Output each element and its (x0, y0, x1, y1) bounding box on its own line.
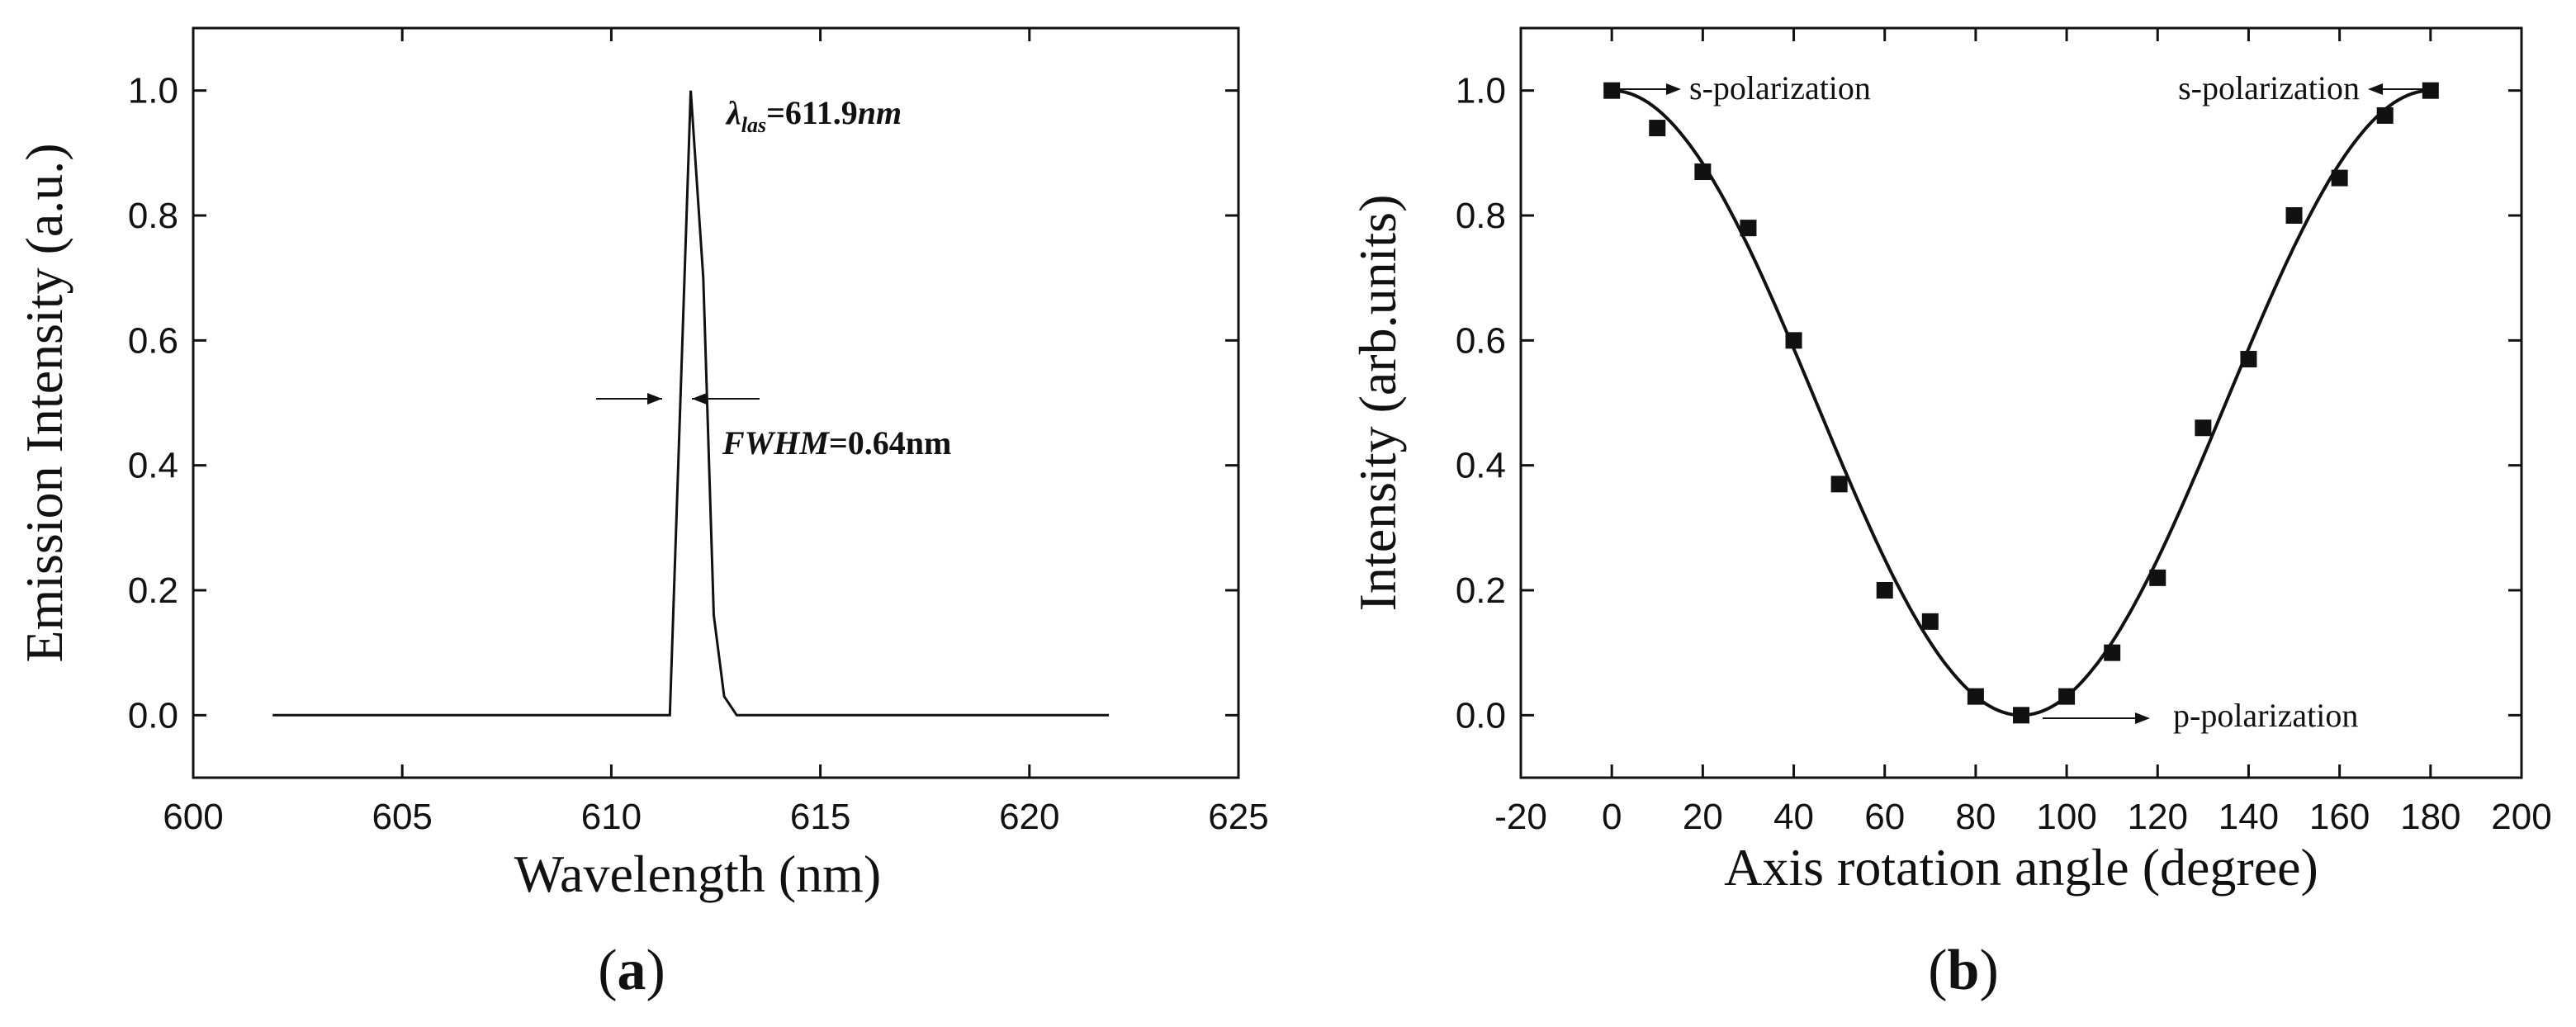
s-polarization-left-label: s-polarization (1689, 69, 1871, 106)
chart-b-data-point (2104, 644, 2121, 661)
lambda-value: =611.9 (766, 94, 858, 131)
b-x-tick-label: 0 (1602, 797, 1622, 837)
a-x-tick-label: 600 (163, 797, 223, 837)
b-x-tick-label: 120 (2128, 797, 2188, 837)
chart-b-data-point (2331, 169, 2348, 187)
chart-a-spectrum-line (272, 90, 1109, 717)
chart-a-fwhm-annotation: FWHM=0.64nm (722, 424, 951, 461)
b-y-tick-label: 0.8 (1456, 196, 1506, 236)
s-polarization-right-label: s-polarization (2178, 69, 2360, 106)
chart-b-data-point (1876, 582, 1893, 599)
a-y-tick-label: 0.2 (128, 570, 178, 611)
panel-label-a: (a) (598, 939, 665, 1002)
chart-b-y-ticks (1521, 89, 2522, 717)
chart-b-data-point (2149, 569, 2166, 586)
chart-b-data-point (2376, 106, 2394, 124)
chart-a-frame (192, 26, 1240, 779)
chart-b-data-point (2422, 82, 2439, 99)
chart-b-data-point (1649, 120, 1666, 137)
chart-b-data-point (1830, 476, 1848, 493)
a-y-tick-label: 0.0 (128, 695, 178, 736)
a-x-tick-label: 615 (790, 797, 850, 837)
p-arrow-head (2135, 712, 2150, 724)
lambda-unit: nm (858, 94, 902, 131)
b-y-tick-label: 1.0 (1456, 71, 1506, 111)
a-x-tick-label: 620 (999, 797, 1059, 837)
chart-b-data-point (1694, 163, 1712, 181)
b-x-tick-label: 200 (2491, 797, 2551, 837)
chart-b-fit-curve (1612, 88, 2431, 717)
chart-b-x-axis-title: Axis rotation angle (degree) (1724, 838, 2318, 897)
a-y-tick-label: 0.6 (128, 320, 178, 361)
a-x-tick-label: 625 (1208, 797, 1268, 837)
b-x-tick-label: 140 (2218, 797, 2279, 837)
s-right-arrow-head (2368, 83, 2383, 95)
chart-b-data-point (2285, 207, 2303, 224)
fwhm-label: FWHM (722, 424, 830, 461)
lambda-symbol: λ (725, 94, 741, 131)
chart-b: -20 0 20 40 60 80 100 120 140 160 180 200 0.0 0.2 0.4… (1348, 26, 2552, 1002)
b-y-tick-label: 0.4 (1456, 446, 1506, 486)
p-polarization-label: p-polarization (2173, 697, 2358, 734)
chart-b-data-point (2058, 688, 2076, 705)
b-x-tick-label: -20 (1494, 797, 1547, 837)
chart-b-data-point (1603, 82, 1621, 99)
b-y-tick-label: 0.2 (1456, 570, 1506, 611)
chart-a-x-axis-title: Wavelength (nm) (514, 845, 881, 903)
fwhm-value: =0.64nm (829, 424, 951, 461)
chart-b-y-tick-labels: 0.0 0.2 0.4 0.6 0.8 1.0 (1456, 71, 1506, 736)
chart-b-data-point (1921, 613, 1939, 630)
lambda-subscript: las (741, 113, 766, 137)
chart-b-x-tick-labels: -20 0 20 40 60 80 100 120 140 160 180 200 (1494, 797, 2552, 837)
a-x-tick-label: 610 (581, 797, 642, 837)
chart-b-data-point (1785, 332, 1802, 349)
a-y-tick-label: 0.8 (128, 196, 178, 236)
b-x-tick-label: 20 (1683, 797, 1723, 837)
chart-a-x-tick-labels: 600 605 610 615 620 625 (163, 797, 1268, 837)
chart-a-y-tick-labels: 0.0 0.2 0.4 0.6 0.8 1.0 (128, 71, 178, 736)
chart-a-y-axis-title: Emission Intensity (a.u.) (15, 143, 73, 662)
b-x-tick-label: 40 (1773, 797, 1814, 837)
b-x-tick-label: 60 (1864, 797, 1905, 837)
chart-a: 600 605 610 615 620 625 0.0 0.2 0.4 0.6 0.8 1.0 Wa… (15, 26, 1269, 1002)
b-y-tick-label: 0.6 (1456, 320, 1506, 361)
fwhm-left-arrow-head (647, 393, 662, 405)
b-x-tick-label: 100 (2036, 797, 2096, 837)
fwhm-right-arrow-head (692, 393, 707, 405)
panel-label-a-letter: a (618, 939, 646, 1002)
chart-a-y-ticks (193, 89, 1238, 717)
chart-b-data-points (1603, 82, 2439, 724)
chart-b-y-axis-title: Intensity (arb.units) (1348, 195, 1407, 612)
chart-b-data-point (1967, 688, 1984, 705)
chart-a-lambda-annotation: λlas=611.9nm (725, 94, 902, 137)
chart-b-x-ticks (1519, 28, 2523, 778)
s-left-arrow-head (1666, 83, 1681, 95)
chart-b-data-point (1740, 220, 1757, 237)
a-y-tick-label: 1.0 (128, 71, 178, 111)
chart-b-data-point (2195, 419, 2212, 437)
b-x-tick-label: 180 (2400, 797, 2460, 837)
chart-b-data-point (2013, 707, 2029, 724)
chart-b-frame (1519, 26, 2523, 779)
chart-b-data-point (2240, 351, 2257, 368)
polarization-arrows (1620, 83, 2427, 724)
chart-a-x-ticks (192, 28, 1240, 778)
b-x-tick-label: 160 (2309, 797, 2370, 837)
panel-label-b: (b) (1928, 939, 1999, 1002)
b-y-tick-label: 0.0 (1456, 695, 1506, 736)
a-x-tick-label: 605 (372, 797, 432, 837)
panel-label-b-letter: b (1948, 939, 1980, 1002)
b-x-tick-label: 80 (1955, 797, 1996, 837)
a-y-tick-label: 0.4 (128, 446, 178, 486)
fwhm-arrows (596, 393, 760, 405)
